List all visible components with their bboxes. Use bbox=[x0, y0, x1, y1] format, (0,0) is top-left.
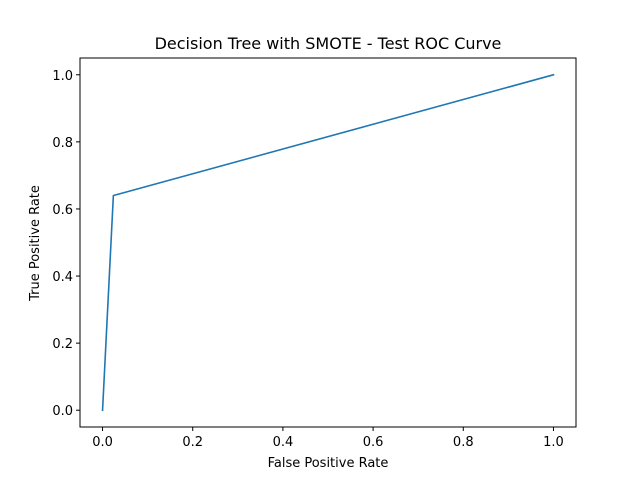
y-tick-label: 0.4 bbox=[52, 270, 73, 285]
roc-curve-line bbox=[101, 73, 555, 412]
y-tick-label: 1.0 bbox=[52, 69, 73, 84]
y-axis-label: True Positive Rate bbox=[28, 185, 43, 302]
y-tick-label: 0.0 bbox=[52, 404, 73, 419]
series-layer bbox=[101, 73, 555, 412]
y-tick-label: 0.2 bbox=[52, 337, 73, 352]
x-tick-label: 0.2 bbox=[182, 435, 203, 450]
plot-frame bbox=[79, 57, 577, 428]
x-tick-label: 0.0 bbox=[92, 435, 113, 450]
chart-title: Decision Tree with SMOTE - Test ROC Curv… bbox=[155, 34, 502, 53]
x-axis-ticks: 0.0 0.2 0.4 0.6 0.8 1.0 bbox=[92, 427, 564, 450]
x-tick-label: 0.6 bbox=[363, 435, 384, 450]
y-axis-ticks: 0.0 0.2 0.4 0.6 0.8 1.0 bbox=[52, 69, 80, 419]
x-tick-label: 1.0 bbox=[543, 435, 564, 450]
x-axis-label: False Positive Rate bbox=[268, 456, 389, 471]
x-tick-label: 0.4 bbox=[273, 435, 294, 450]
x-tick-label: 0.8 bbox=[453, 435, 474, 450]
y-tick-label: 0.8 bbox=[52, 136, 73, 151]
y-tick-label: 0.6 bbox=[52, 203, 73, 218]
